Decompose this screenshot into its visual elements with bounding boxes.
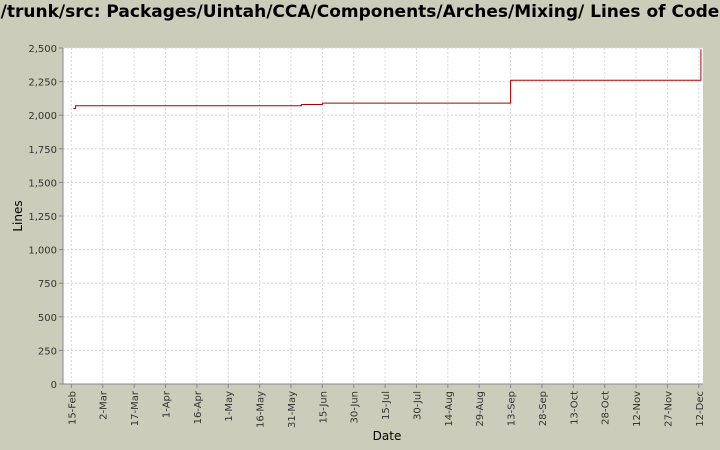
x-axis: 15-Feb 2-Mar 17-Mar 1-Apr 16-Apr 1-May 16-May 3… xyxy=(67,384,706,428)
x-tick-label: 2-Mar xyxy=(99,390,110,420)
x-tick-label: 14-Aug xyxy=(444,391,455,427)
x-tick-label: 13-Oct xyxy=(569,391,580,425)
x-tick-label: 29-Aug xyxy=(475,391,486,427)
x-tick-label: 13-Sep xyxy=(507,391,518,426)
x-tick-label: 15-Feb xyxy=(67,391,78,425)
x-tick-label: 28-Oct xyxy=(601,391,612,425)
x-tick-label: 15-Jul xyxy=(381,391,392,420)
x-tick-label: 28-Sep xyxy=(538,391,549,426)
y-tick-label: 2,250 xyxy=(28,78,57,89)
y-tick-label: 2,500 xyxy=(28,44,57,55)
y-axis: 0 250 500 750 1,000 1,250 1,500 1,750 2,000 2,250… xyxy=(28,44,63,391)
x-tick-label: 15-Jun xyxy=(318,391,329,424)
y-tick-label: 2,000 xyxy=(28,111,57,122)
y-tick-label: 1,000 xyxy=(28,246,57,257)
chart-title: /trunk/src: Packages/Uintah/CCA/Componen… xyxy=(0,2,720,22)
series-line xyxy=(73,49,702,109)
x-tick-label: 30-Jun xyxy=(350,391,361,424)
y-tick-label: 1,250 xyxy=(28,212,57,223)
x-tick-label: 1-May xyxy=(224,391,235,422)
y-tick-label: 1,500 xyxy=(28,178,57,189)
grid-lines xyxy=(63,47,703,384)
y-axis-label: Lines xyxy=(11,200,25,231)
x-tick-label: 16-May xyxy=(256,391,267,428)
x-tick-label: 12-Nov xyxy=(632,391,643,427)
x-tick-label: 31-May xyxy=(287,391,298,428)
y-tick-label: 0 xyxy=(51,380,57,391)
x-tick-label: 16-Apr xyxy=(193,390,204,424)
x-axis-label: Date xyxy=(373,429,402,443)
x-tick-label: 30-Jul xyxy=(412,391,423,420)
y-tick-label: 250 xyxy=(38,346,57,357)
x-tick-label: 12-Dec xyxy=(695,391,706,427)
y-tick-label: 1,750 xyxy=(28,145,57,156)
x-tick-label: 1-Apr xyxy=(161,390,172,418)
y-tick-label: 500 xyxy=(38,313,57,324)
x-tick-label: 17-Mar xyxy=(130,390,141,426)
y-tick-label: 750 xyxy=(38,279,57,290)
x-tick-label: 27-Nov xyxy=(663,391,674,427)
